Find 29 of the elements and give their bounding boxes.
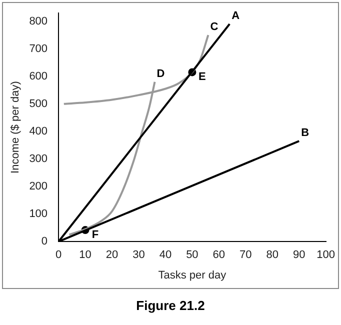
- series-label: E: [198, 71, 206, 84]
- x-tick-label: 10: [79, 249, 92, 262]
- series-label: C: [210, 21, 218, 34]
- series-label: B: [301, 127, 310, 140]
- y-tick-label: 200: [29, 180, 48, 193]
- x-tick-label: 100: [316, 249, 336, 262]
- x-tick-label: 20: [106, 249, 118, 262]
- x-tick-label: 30: [132, 249, 145, 262]
- x-tick-label: 80: [266, 249, 278, 262]
- series-label: F: [92, 229, 99, 242]
- x-axis-title: Tasks per day: [158, 269, 227, 282]
- y-axis-title: Income ($ per day): [10, 81, 22, 174]
- series-label: A: [232, 10, 240, 22]
- y-tick-label: 800: [29, 15, 48, 28]
- y-tick-label: 700: [29, 42, 48, 55]
- y-tick-label: 0: [41, 236, 48, 248]
- x-tick-label: 90: [292, 249, 306, 262]
- y-tick-label: 400: [29, 125, 48, 138]
- x-tick-label: 0: [55, 249, 62, 262]
- x-tick-label: 50: [186, 249, 198, 262]
- caption: Figure 21.2: [135, 298, 206, 313]
- y-tick-label: 100: [29, 208, 48, 220]
- x-tick-label: 60: [212, 249, 226, 262]
- x-tick-label: 70: [240, 249, 252, 262]
- x-tick-label: 40: [159, 249, 172, 262]
- y-tick-label: 600: [29, 70, 48, 82]
- series-label: D: [156, 68, 165, 80]
- y-tick-label: 300: [29, 153, 48, 166]
- y-tick-label: 500: [29, 98, 48, 110]
